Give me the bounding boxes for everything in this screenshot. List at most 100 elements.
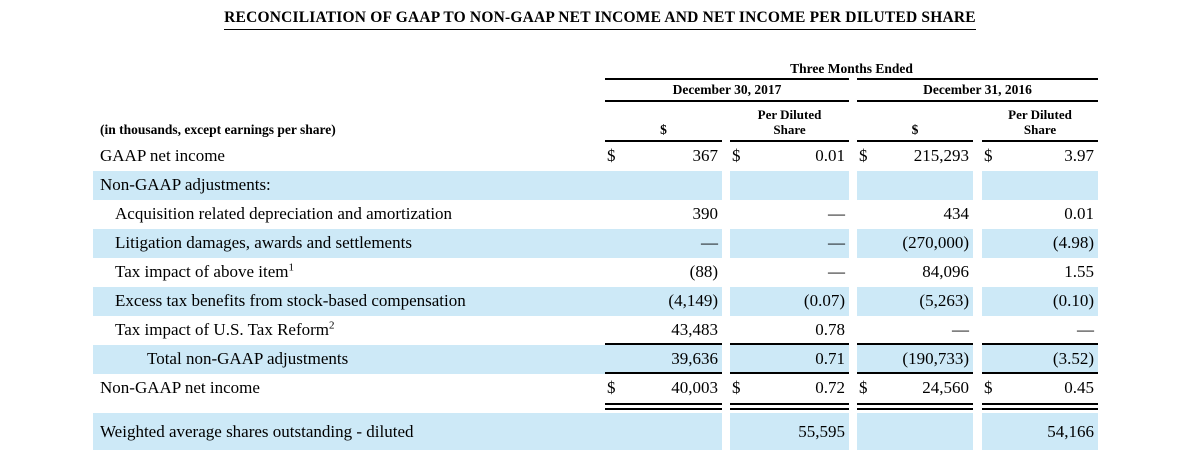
cell-value: 43,483 bbox=[605, 316, 722, 345]
double-rule-segment bbox=[982, 403, 1098, 410]
cell-value: $40,003 bbox=[605, 374, 722, 403]
column-gap bbox=[973, 200, 982, 229]
row-label: Acquisition related depreciation and amo… bbox=[115, 204, 453, 223]
column-gap bbox=[849, 171, 857, 200]
column-gap bbox=[849, 229, 857, 258]
cell-value bbox=[605, 413, 722, 450]
column-gap bbox=[722, 374, 730, 403]
column-gap bbox=[93, 403, 605, 410]
rule-segment bbox=[605, 78, 849, 80]
column-gap bbox=[93, 100, 605, 102]
rule-row bbox=[93, 100, 1098, 102]
table-row: Weighted average shares outstanding - di… bbox=[93, 413, 1098, 450]
row-label: Litigation damages, awards and settlemen… bbox=[93, 229, 605, 258]
column-gap bbox=[973, 287, 982, 316]
column-group-header-2016: December 31, 2016 bbox=[923, 82, 1032, 97]
cell-value: 1.55 bbox=[1064, 262, 1094, 281]
column-gap bbox=[722, 345, 730, 374]
cell-value: 0.78 bbox=[730, 316, 849, 345]
reconciliation-table: Three Months Ended December 30, 2017 Dec… bbox=[93, 58, 1098, 450]
column-gap bbox=[722, 258, 730, 287]
cell-value: (5,263) bbox=[857, 287, 973, 316]
table-row: Excess tax benefits from stock-based com… bbox=[93, 287, 1098, 316]
currency-symbol: $ bbox=[859, 378, 868, 397]
cell-value: $0.01 bbox=[730, 142, 849, 171]
cell-value bbox=[857, 413, 973, 450]
cell-value: 55,595 bbox=[730, 413, 849, 450]
cell-value: $0.45 bbox=[982, 374, 1098, 403]
column-gap bbox=[722, 229, 730, 258]
cell-value: (88) bbox=[689, 262, 718, 281]
column-gap bbox=[722, 316, 730, 345]
double-rule-row bbox=[93, 403, 1098, 410]
value-text: 215,293 bbox=[913, 146, 969, 165]
dollar-column-header: $ bbox=[911, 122, 919, 138]
cell-value: 39,636 bbox=[605, 345, 722, 374]
column-gap bbox=[849, 345, 857, 374]
rule-segment bbox=[605, 140, 722, 142]
page-title-text: RECONCILIATION OF GAAP TO NON-GAAP NET I… bbox=[224, 9, 976, 30]
column-gap bbox=[849, 200, 857, 229]
period-header: Three Months Ended bbox=[790, 61, 913, 76]
cell-value: — bbox=[730, 229, 849, 258]
column-gap bbox=[973, 413, 982, 450]
footnote-marker: 1 bbox=[288, 261, 294, 274]
column-gap bbox=[849, 80, 857, 100]
rule-row bbox=[93, 78, 1098, 80]
row-label: Total non-GAAP adjustments bbox=[93, 345, 605, 374]
cell-value: (270,000) bbox=[857, 229, 973, 258]
column-gap bbox=[973, 403, 982, 410]
column-gap bbox=[722, 403, 730, 410]
double-rule-segment bbox=[857, 403, 973, 410]
column-gap bbox=[849, 287, 857, 316]
currency-symbol: $ bbox=[607, 378, 616, 397]
cell-value: — bbox=[828, 204, 845, 223]
table-row: Litigation damages, awards and settlemen… bbox=[93, 229, 1098, 258]
rule-segment bbox=[857, 100, 1098, 102]
currency-symbol: $ bbox=[732, 146, 741, 165]
period-header-row: Three Months Ended bbox=[93, 58, 1098, 78]
row-label: Excess tax benefits from stock-based com… bbox=[93, 287, 605, 316]
column-gap bbox=[849, 142, 857, 171]
table-row: Tax impact of U.S. Tax Reform2 43,483 0.… bbox=[93, 316, 1098, 345]
column-gap bbox=[973, 229, 982, 258]
column-gap bbox=[722, 142, 730, 171]
cell-value: (4.98) bbox=[982, 229, 1098, 258]
column-gap bbox=[722, 171, 730, 200]
column-gap bbox=[93, 80, 605, 100]
column-group-header-2017: December 30, 2017 bbox=[672, 82, 782, 97]
rule-segment bbox=[857, 140, 973, 142]
cell-value: 0.01 bbox=[1064, 204, 1094, 223]
cell-value: 84,096 bbox=[922, 262, 969, 281]
column-gap bbox=[973, 142, 982, 171]
row-label: Tax impact of above item1 bbox=[115, 261, 294, 281]
column-gap bbox=[849, 403, 857, 410]
row-label: Non-GAAP adjustments: bbox=[93, 171, 605, 200]
per-diluted-share-column-header: Per Diluted Share bbox=[757, 107, 822, 138]
cell-value: (0.07) bbox=[730, 287, 849, 316]
cell-value bbox=[857, 171, 973, 200]
cell-value: 390 bbox=[692, 204, 719, 223]
column-gap bbox=[973, 345, 982, 374]
table-row: Non-GAAP net income $40,003 $0.72 $24,56… bbox=[93, 374, 1098, 403]
cell-value: $0.72 bbox=[730, 374, 849, 403]
double-rule-segment bbox=[605, 403, 722, 410]
column-gap bbox=[722, 413, 730, 450]
cell-value bbox=[730, 171, 849, 200]
cell-value: (0.10) bbox=[982, 287, 1098, 316]
column-gap bbox=[973, 171, 982, 200]
cell-value: — bbox=[857, 316, 973, 345]
cell-value: — bbox=[828, 262, 845, 281]
column-gap bbox=[849, 258, 857, 287]
rule-segment bbox=[730, 140, 849, 142]
cell-value: $24,560 bbox=[857, 374, 973, 403]
rule-row bbox=[93, 140, 1098, 142]
rule-segment bbox=[982, 140, 1098, 142]
column-gap bbox=[849, 100, 857, 102]
subcolumn-header-row: (in thousands, except earnings per share… bbox=[93, 102, 1098, 140]
cell-value: 0.71 bbox=[730, 345, 849, 374]
cell-value: $3.97 bbox=[982, 142, 1098, 171]
cell-value: — bbox=[605, 229, 722, 258]
column-gap bbox=[722, 200, 730, 229]
